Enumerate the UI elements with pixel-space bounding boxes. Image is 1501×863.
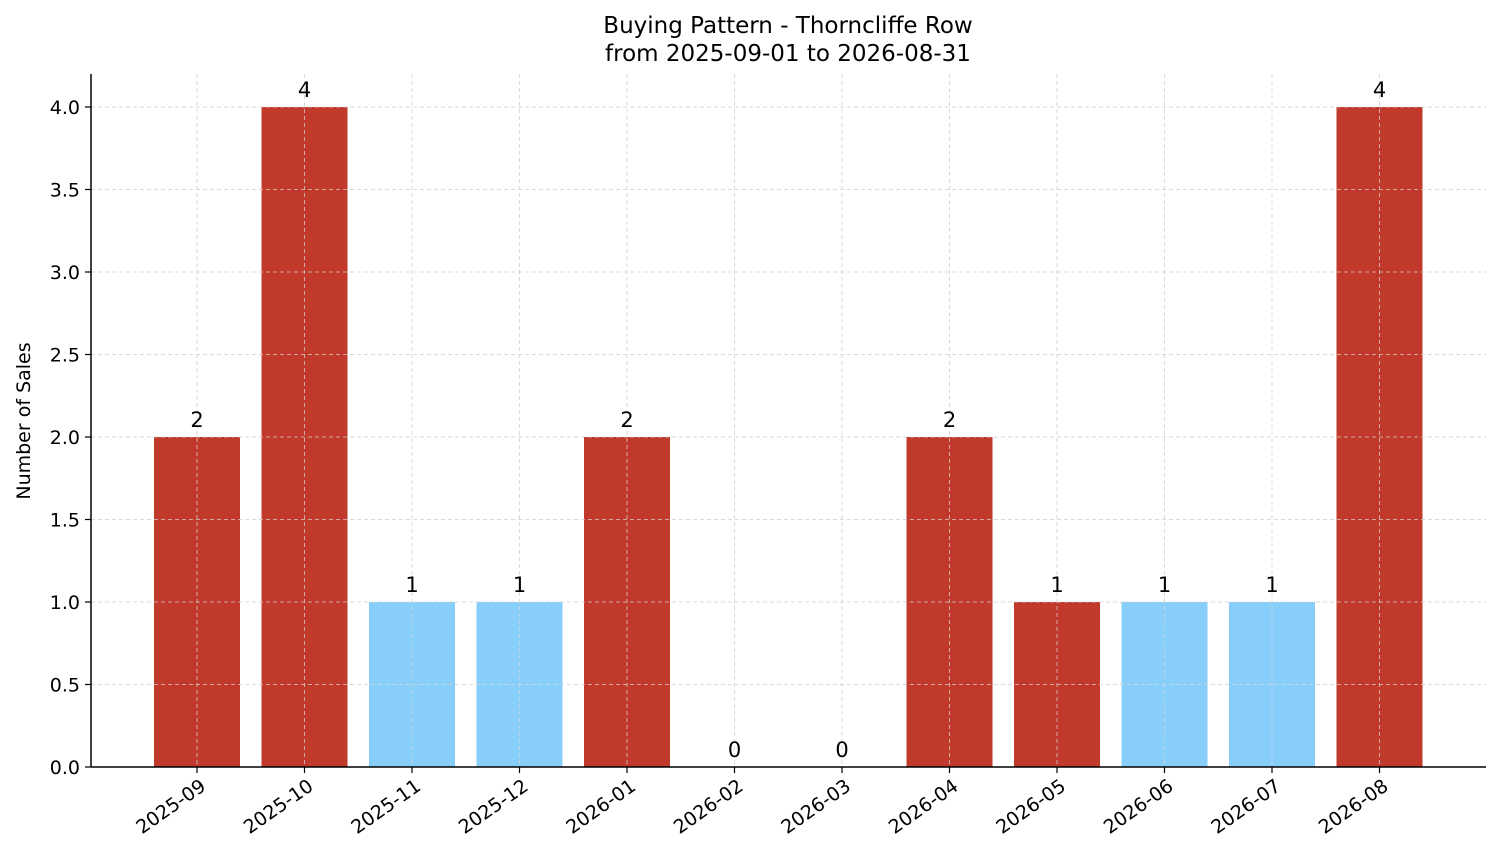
y-tick-label: 1.5: [50, 510, 80, 532]
data-label-2026-07: 1: [1265, 573, 1278, 597]
data-label-2026-06: 1: [1158, 573, 1171, 597]
y-tick-label: 3.5: [50, 180, 80, 202]
data-labels: 2 4 1 1 2 0 0 2 1 1 1 4: [190, 78, 1386, 762]
x-tick-label: 2025-11: [347, 775, 425, 839]
data-label-2026-02: 0: [728, 738, 741, 762]
x-tick-label: 2026-04: [885, 775, 963, 839]
x-tick-label: 2025-10: [240, 775, 318, 839]
x-tick-label: 2026-08: [1315, 775, 1393, 839]
x-tick-label: 2025-09: [132, 775, 210, 839]
data-label-2025-09: 2: [190, 408, 203, 432]
y-tick-label: 1.0: [50, 592, 80, 614]
bars: [91, 74, 1486, 768]
x-tick-label: 2026-06: [1100, 775, 1178, 839]
chart-subtitle: from 2025-09-01 to 2026-08-31: [605, 41, 971, 67]
data-label-2025-12: 1: [513, 573, 526, 597]
data-label-2026-05: 1: [1050, 573, 1063, 597]
y-tick-label: 3.0: [50, 262, 80, 284]
data-label-2026-01: 2: [620, 408, 633, 432]
data-label-2026-03: 0: [835, 738, 848, 762]
data-label-2026-08: 4: [1373, 78, 1386, 102]
y-axis-label: Number of Sales: [13, 342, 35, 499]
x-tick-label: 2026-02: [670, 775, 748, 839]
y-axis-ticks: 0.0 0.5 1.0 1.5 2.0 2.5 3.0 3.5 4.0: [50, 97, 91, 779]
x-tick-label: 2025-12: [455, 775, 533, 839]
y-tick-label: 0.5: [50, 675, 80, 697]
data-label-2025-11: 1: [405, 573, 418, 597]
x-tick-label: 2026-01: [562, 775, 640, 839]
y-tick-label: 4.0: [50, 97, 80, 119]
y-tick-label: 2.5: [50, 345, 80, 367]
y-tick-label: 2.0: [50, 427, 80, 449]
chart-title: Buying Pattern - Thorncliffe Row: [603, 13, 972, 39]
x-tick-label: 2026-07: [1207, 775, 1285, 839]
data-label-2026-04: 2: [943, 408, 956, 432]
y-tick-label: 0.0: [50, 757, 80, 779]
data-label-2025-10: 4: [298, 78, 311, 102]
x-tick-label: 2026-03: [777, 775, 855, 839]
x-axis-ticks: 2025-09 2025-10 2025-11 2025-12 2026-01 2026-…: [132, 767, 1392, 839]
x-tick-label: 2026-05: [992, 775, 1070, 839]
